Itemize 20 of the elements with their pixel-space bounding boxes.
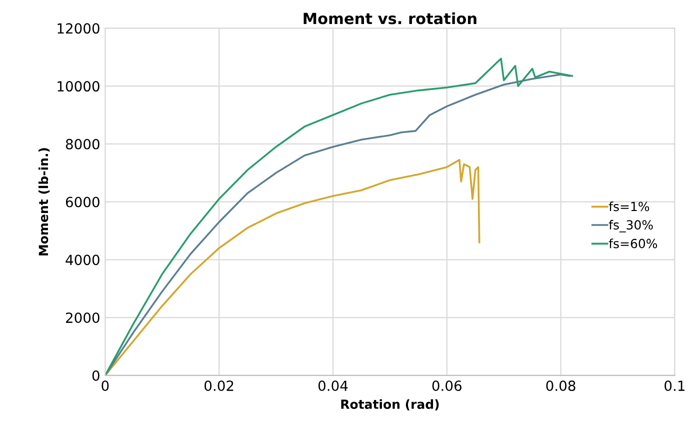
y-tick-label: 10000 [58,81,100,92]
x-tick-label: 0.02 [204,380,234,392]
chart-title: Moment vs. rotation [304,12,476,24]
y-axis-title: Moment (lb-in.) [38,148,50,256]
y-tick-label: 2000 [66,312,100,324]
y-tick-label: 12000 [58,23,100,34]
x-axis-title: Rotation (rad) [341,399,439,410]
y-tick-label: 0 [92,370,100,381]
legend-label: fs=1% [608,202,650,212]
legend-label: fs_30% [608,220,653,232]
y-tick-label: 8000 [66,138,100,150]
x-tick-label: 0 [102,380,109,392]
y-tick-label: 4000 [66,254,100,266]
x-tick-label: 0.04 [318,380,348,392]
x-tick-label: 0.06 [432,380,462,392]
x-tick-label: 0.08 [546,380,576,392]
line-series [105,158,480,376]
x-tick-label: 0.1 [664,380,684,392]
legend-label: fs=60% [608,238,658,248]
y-tick-label: 6000 [66,196,100,208]
